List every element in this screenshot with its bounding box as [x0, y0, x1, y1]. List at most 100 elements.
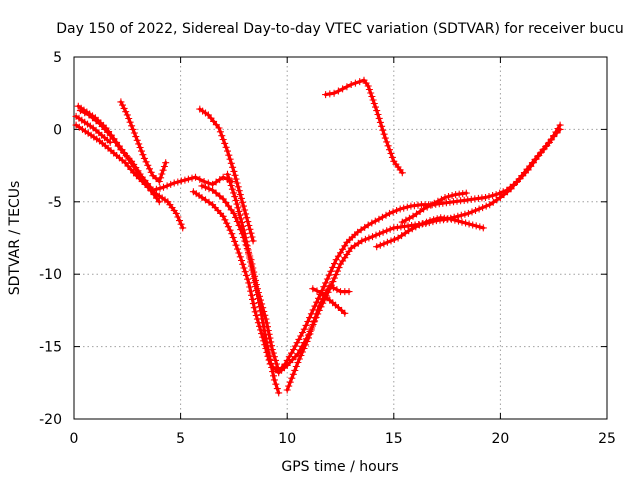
data-point — [334, 267, 341, 275]
data-point — [380, 130, 388, 138]
data-point — [469, 221, 477, 229]
data-point — [451, 216, 459, 224]
data-point — [423, 203, 431, 211]
series-track-11 — [283, 282, 353, 394]
data-point — [462, 189, 470, 197]
data-point — [272, 356, 279, 364]
data-point — [270, 353, 278, 361]
data-point — [482, 202, 490, 210]
y-tick-label: -15 — [39, 340, 62, 356]
data-point — [256, 303, 264, 311]
data-point — [177, 177, 185, 185]
data-point — [204, 179, 212, 187]
data-point — [212, 178, 220, 186]
data-point — [242, 238, 250, 246]
data-point — [149, 172, 157, 180]
data-point — [240, 202, 247, 210]
data-point — [106, 138, 114, 146]
data-point — [400, 204, 408, 212]
data-point — [221, 139, 229, 147]
data-point — [249, 270, 257, 278]
data-point — [160, 163, 168, 170]
x-axis-label: GPS time / hours — [281, 459, 398, 475]
y-tick-label: 5 — [53, 50, 62, 66]
data-point — [386, 225, 394, 233]
data-point — [223, 219, 231, 227]
series-track-1 — [72, 121, 187, 232]
data-point — [292, 363, 300, 370]
data-point — [231, 171, 239, 179]
chart-title: Day 150 of 2022, Sidereal Day-to-day VTE… — [56, 21, 624, 37]
data-point — [239, 222, 247, 230]
data-point — [398, 218, 406, 226]
data-point — [430, 216, 438, 224]
data-point — [309, 285, 317, 293]
data-point — [120, 104, 128, 112]
data-point — [285, 353, 293, 361]
data-point — [232, 213, 240, 221]
data-point — [300, 345, 308, 352]
x-tick-labels: 0 5 10 15 20 25 — [70, 431, 616, 447]
data-point — [237, 215, 245, 223]
data-point — [172, 209, 180, 217]
data-point — [330, 89, 338, 97]
data-point — [345, 288, 353, 296]
data-point — [162, 159, 170, 167]
data-point — [365, 234, 373, 242]
data-point — [261, 331, 269, 339]
data-point — [142, 158, 150, 166]
data-point — [174, 213, 182, 221]
data-point — [324, 285, 332, 293]
data-point — [89, 114, 96, 122]
data-point — [326, 282, 334, 290]
data-point — [235, 249, 243, 257]
data-point — [369, 233, 376, 241]
data-point — [184, 175, 192, 183]
data-point — [265, 330, 273, 338]
data-point — [272, 380, 280, 388]
data-point — [269, 368, 277, 376]
grid — [74, 57, 607, 419]
data-point — [285, 382, 293, 390]
data-point — [219, 195, 227, 203]
data-point — [376, 118, 384, 126]
data-point — [368, 93, 376, 100]
data-point — [273, 385, 281, 393]
data-point — [81, 109, 89, 117]
data-point — [529, 159, 537, 167]
data-point — [163, 182, 171, 190]
data-point — [364, 82, 372, 90]
data-point — [378, 122, 386, 130]
data-point — [229, 163, 237, 171]
data-point — [415, 221, 423, 229]
data-point — [398, 169, 406, 177]
data-point — [482, 194, 489, 201]
data-point — [245, 250, 253, 258]
data-point — [144, 161, 152, 169]
data-point — [384, 142, 392, 150]
data-point — [260, 323, 268, 331]
data-point — [332, 271, 340, 279]
data-point — [503, 186, 511, 194]
data-point — [266, 355, 274, 363]
data-point — [244, 246, 252, 254]
data-point — [423, 218, 430, 226]
data-point — [378, 213, 386, 221]
data-point — [238, 219, 246, 227]
data-point — [242, 271, 250, 279]
data-point — [281, 360, 289, 368]
data-point — [391, 235, 398, 243]
data-point — [347, 81, 355, 88]
data-point — [224, 170, 231, 178]
data-point — [426, 217, 434, 225]
data-point — [218, 132, 226, 140]
data-point — [307, 326, 315, 334]
data-point — [228, 230, 236, 238]
data-point — [152, 175, 160, 183]
series-track-4 — [72, 112, 114, 146]
data-point — [227, 182, 235, 189]
data-point — [76, 107, 84, 115]
data-point — [219, 136, 227, 143]
data-point — [181, 176, 189, 184]
data-point — [216, 128, 224, 136]
